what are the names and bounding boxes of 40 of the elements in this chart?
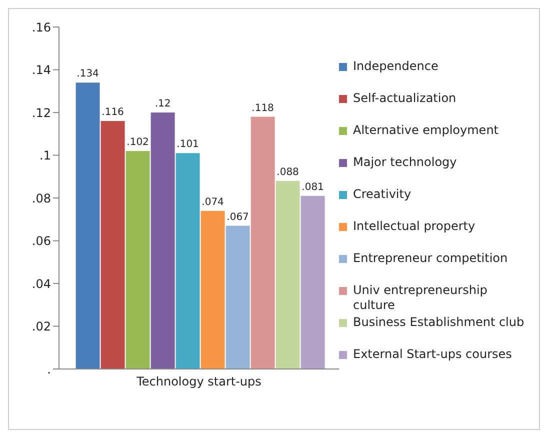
legend-label: Univ entrepreneurship culture	[353, 283, 488, 313]
legend-label: Business Establishment club	[353, 315, 524, 330]
bar	[250, 116, 275, 369]
legend-label: Entrepreneur competition	[353, 251, 508, 266]
bar	[300, 196, 325, 369]
legend-label: Independence	[353, 59, 438, 74]
y-tick-label: .12	[32, 106, 51, 120]
data-label: .101	[176, 139, 199, 150]
legend-label: Intellectual property	[353, 219, 476, 234]
legend-label: External Start-ups courses	[353, 347, 512, 362]
bar	[276, 180, 300, 369]
y-tick-label: .08	[32, 191, 51, 206]
y-tick-label: .06	[32, 234, 51, 248]
data-label: .118	[252, 102, 274, 114]
y-tick-label: .04	[32, 276, 51, 291]
legend-label: Creativity	[353, 187, 412, 202]
data-label: .12	[154, 98, 171, 110]
y-tick-label: .02	[32, 320, 51, 334]
bar	[226, 226, 250, 369]
y-tick-label: .1	[40, 148, 51, 163]
legend-label: Self-actualization	[353, 91, 456, 106]
bar	[100, 121, 125, 369]
data-label: .116	[102, 107, 124, 118]
bar	[126, 150, 150, 369]
y-tick-label: .	[47, 362, 51, 376]
y-tick-label: .16	[32, 20, 51, 34]
legend-label: Alternative employment	[353, 123, 498, 138]
data-label: .134	[76, 68, 99, 80]
bar	[150, 112, 175, 369]
data-label: .102	[126, 136, 149, 148]
bar	[176, 153, 200, 369]
data-label: .081	[302, 182, 324, 193]
x-tick-label: Technology start-ups	[136, 374, 262, 389]
y-tick-label: .14	[32, 63, 51, 78]
data-label: .088	[276, 166, 299, 178]
data-label: .074	[202, 196, 224, 208]
legend-label: Major technology	[353, 155, 457, 170]
bar	[76, 82, 100, 369]
bar	[200, 210, 225, 369]
data-label: .067	[226, 212, 249, 223]
